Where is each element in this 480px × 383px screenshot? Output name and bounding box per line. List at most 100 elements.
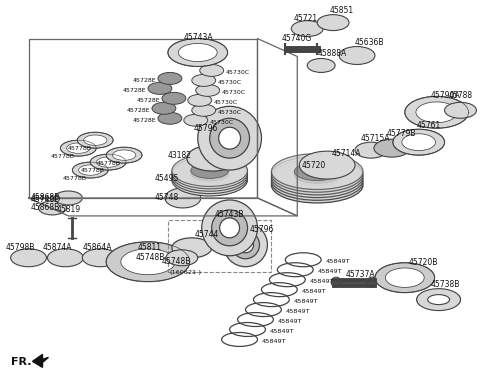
Text: 45728E: 45728E [136,98,160,103]
Text: 45721: 45721 [293,14,317,23]
Text: 45849T: 45849T [309,279,334,284]
Text: 45851: 45851 [329,6,353,15]
Ellipse shape [192,74,216,87]
Ellipse shape [172,157,248,189]
Ellipse shape [191,167,228,183]
Text: 45796: 45796 [250,225,274,234]
Text: 45849T: 45849T [301,289,326,294]
Text: 45798B: 45798B [6,243,35,252]
Text: 45849T: 45849T [285,309,310,314]
Text: 45730C: 45730C [217,110,242,115]
Text: 45748: 45748 [155,193,179,203]
Ellipse shape [271,164,363,200]
Text: 45778B: 45778B [80,168,104,173]
Ellipse shape [294,171,340,188]
Text: 45737A: 45737A [346,270,376,279]
Ellipse shape [402,134,435,151]
Text: 45720: 45720 [301,160,325,170]
Circle shape [210,118,250,158]
Ellipse shape [428,295,450,304]
Ellipse shape [271,162,363,198]
Ellipse shape [417,289,460,311]
Ellipse shape [77,132,113,148]
Text: 45788: 45788 [449,91,473,100]
Ellipse shape [79,165,102,175]
Text: 45796: 45796 [194,124,218,133]
Ellipse shape [192,104,216,116]
Ellipse shape [121,249,175,275]
Ellipse shape [172,238,212,258]
Circle shape [238,237,253,253]
Text: 45636B: 45636B [355,38,384,47]
Ellipse shape [172,162,248,193]
Ellipse shape [106,147,142,163]
Text: 45730C: 45730C [210,120,234,125]
Circle shape [202,200,257,256]
Text: 45874A: 45874A [43,243,72,252]
Ellipse shape [307,59,335,72]
Ellipse shape [417,290,460,309]
Ellipse shape [200,64,224,77]
Text: 45864A: 45864A [82,243,112,252]
Text: (160621-): (160621-) [170,270,202,275]
Ellipse shape [385,268,424,287]
Circle shape [219,127,240,149]
Ellipse shape [405,97,468,128]
Ellipse shape [67,143,90,153]
Ellipse shape [84,135,107,146]
Text: 45888A: 45888A [317,49,347,58]
Ellipse shape [375,263,434,293]
Ellipse shape [191,170,228,186]
Ellipse shape [191,172,228,188]
Bar [168,220,271,272]
Ellipse shape [317,15,349,31]
Ellipse shape [271,154,363,190]
Text: 45849T: 45849T [293,299,318,304]
Ellipse shape [271,167,363,203]
Circle shape [224,223,267,267]
Ellipse shape [152,102,176,114]
Ellipse shape [38,201,66,215]
Ellipse shape [294,173,340,191]
Text: 45779B: 45779B [387,129,416,138]
Text: 45819: 45819 [57,205,81,214]
Text: 45740D: 45740D [31,195,61,205]
Text: 45743A: 45743A [184,33,214,42]
Text: 45778B: 45778B [96,160,120,165]
Ellipse shape [367,277,377,287]
Ellipse shape [96,157,120,167]
Ellipse shape [162,92,186,104]
Text: 45778B: 45778B [67,146,91,151]
Ellipse shape [90,154,126,170]
Ellipse shape [191,165,228,181]
Ellipse shape [188,94,212,106]
Text: 45730C: 45730C [226,70,250,75]
Ellipse shape [271,156,363,192]
Text: 45849T: 45849T [269,329,294,334]
Ellipse shape [294,165,340,183]
Text: 45743B: 45743B [215,210,244,219]
Text: 45715A: 45715A [361,134,391,143]
Ellipse shape [184,114,208,126]
Text: 45728E: 45728E [132,118,156,123]
Text: 45811: 45811 [138,243,162,252]
Ellipse shape [294,163,340,180]
Text: 45790A: 45790A [431,91,460,100]
Text: 45849T: 45849T [277,319,302,324]
Text: 45748B: 45748B [162,257,192,266]
Polygon shape [33,354,48,367]
Ellipse shape [294,176,340,194]
Ellipse shape [54,191,82,205]
Ellipse shape [168,39,228,67]
Ellipse shape [172,154,248,187]
Ellipse shape [166,250,198,266]
Text: 45778B: 45778B [62,175,86,180]
Ellipse shape [158,112,182,124]
Text: 45720B: 45720B [409,258,438,267]
Text: 45495: 45495 [155,173,180,183]
Ellipse shape [158,72,182,84]
Ellipse shape [416,102,457,123]
Text: 45728E: 45728E [122,88,146,93]
Ellipse shape [294,168,340,186]
Bar [29,39,257,198]
